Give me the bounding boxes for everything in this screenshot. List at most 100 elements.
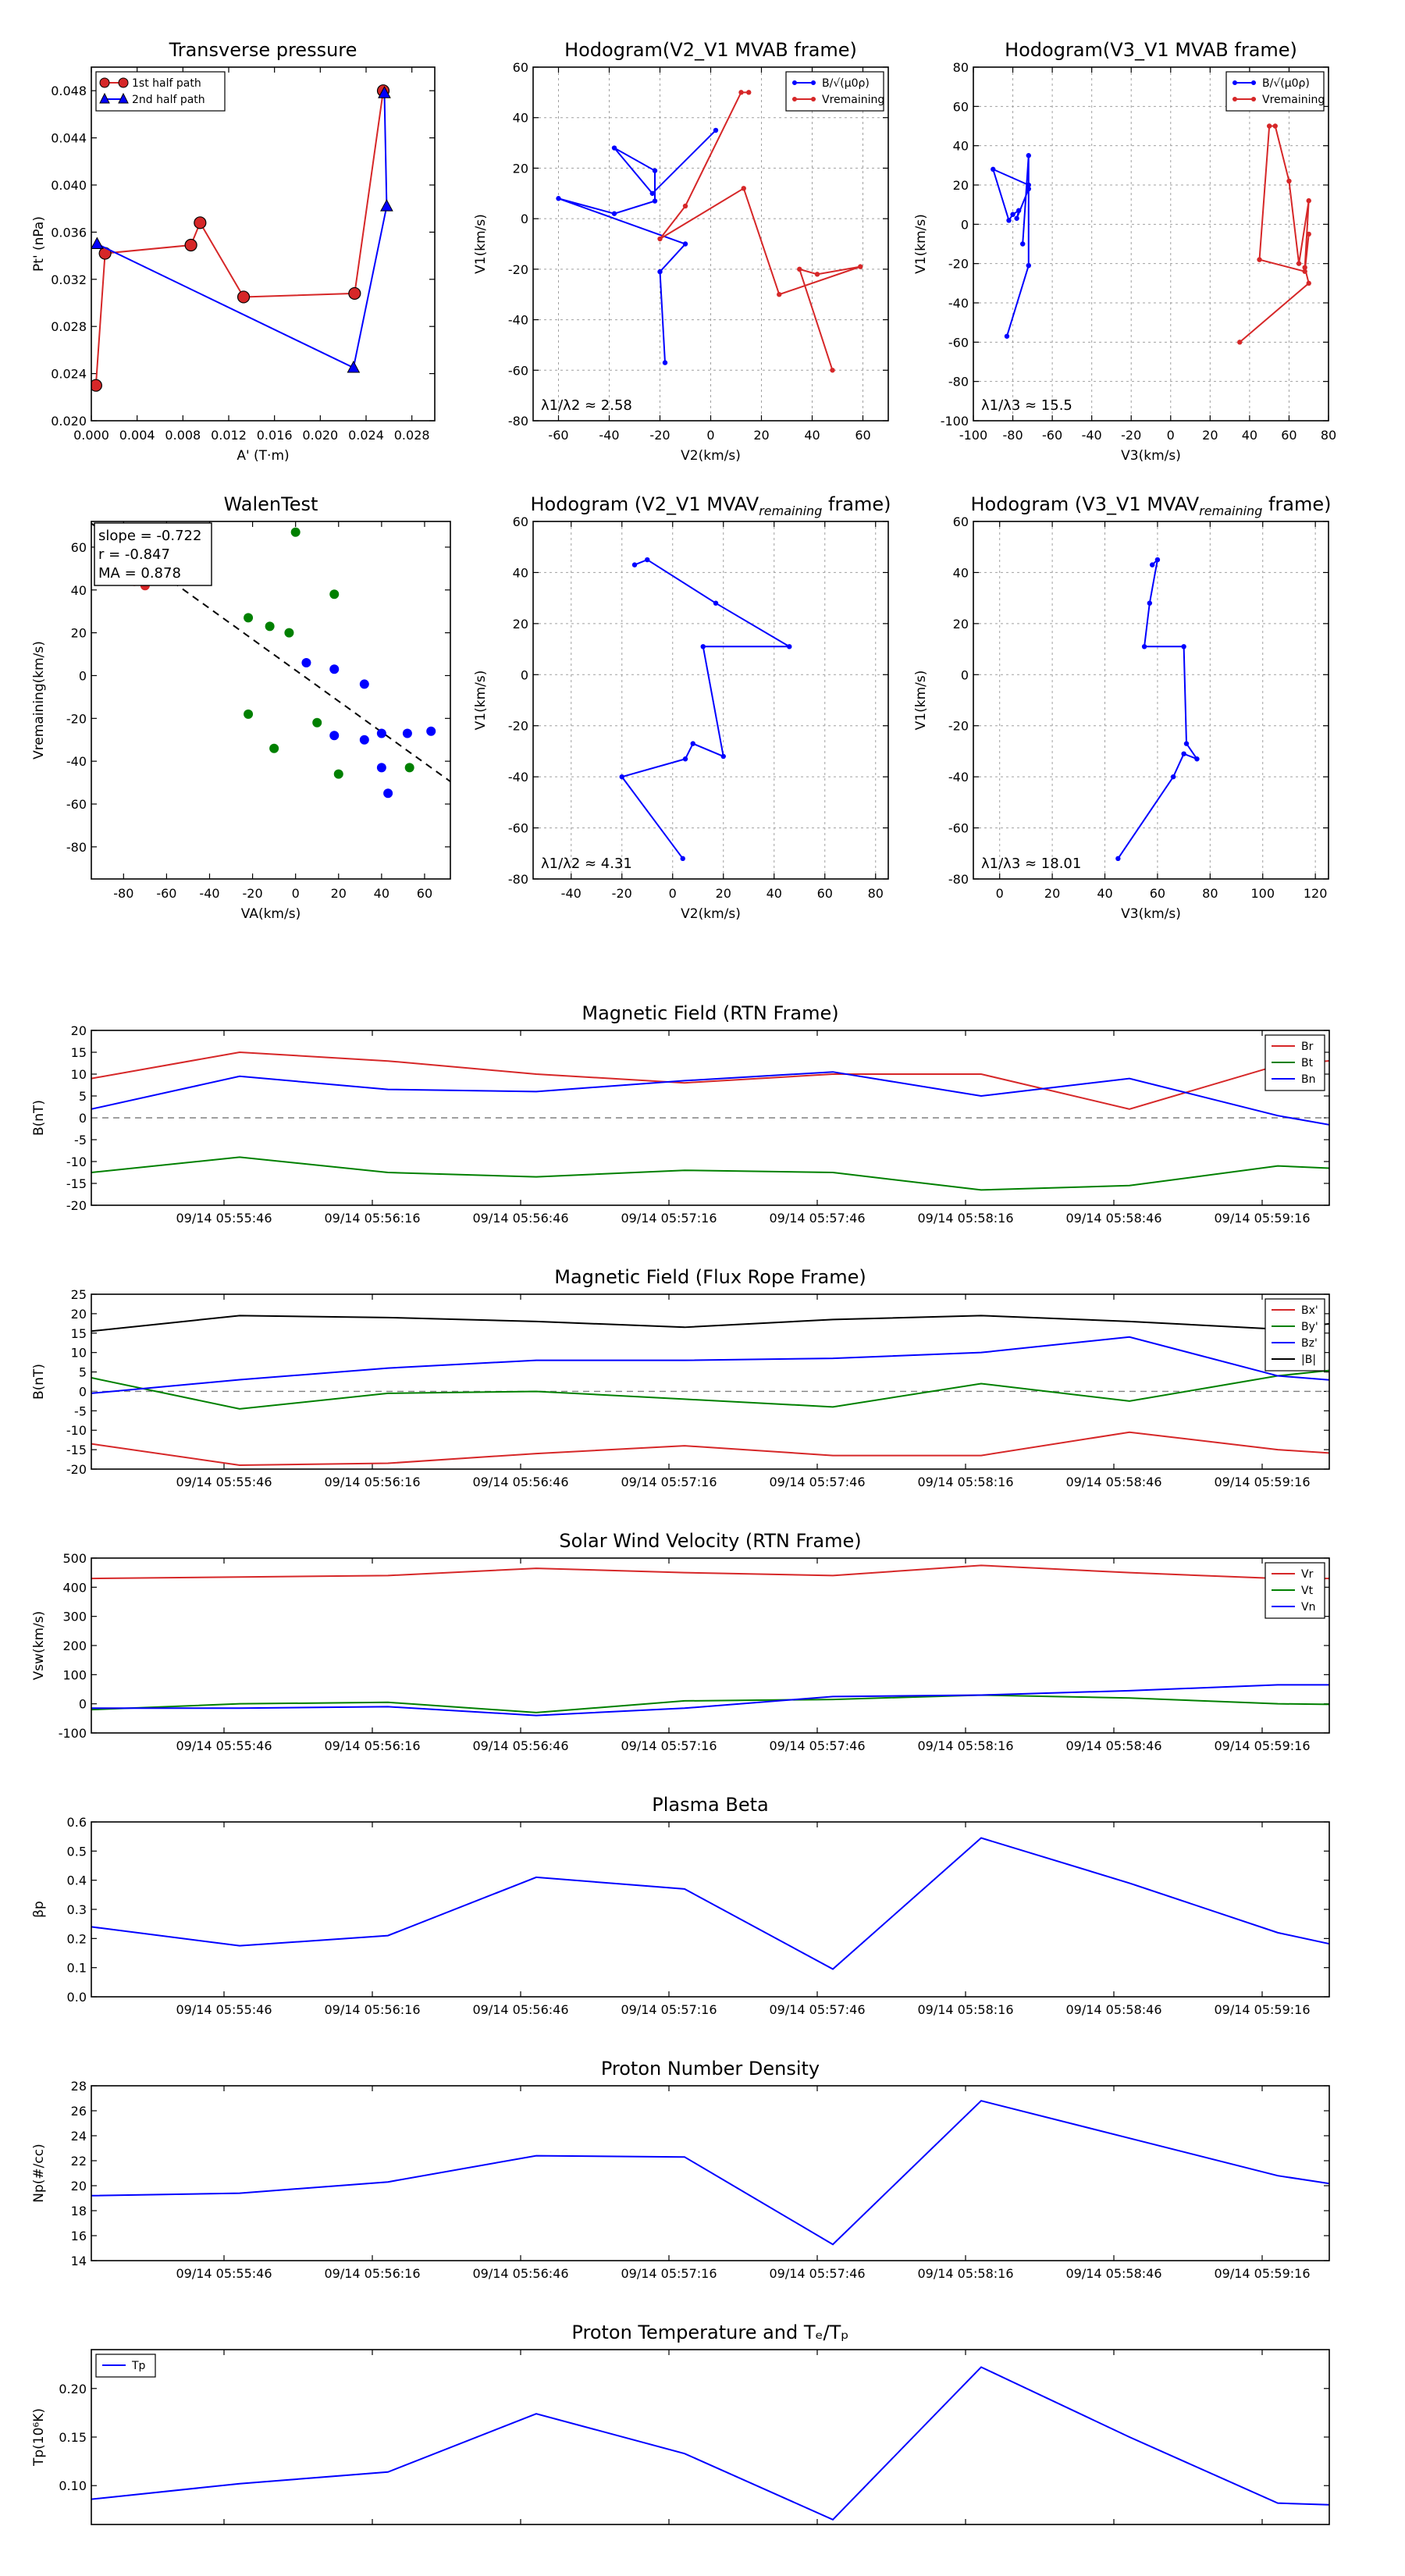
plot-frame — [91, 2349, 1330, 2525]
x-tick-label: 09/14 05:56:46 — [472, 2266, 568, 2281]
x-tick-label: 0.020 — [302, 428, 338, 443]
x-axis-label: V3(km/s) — [1121, 448, 1181, 464]
y-tick-label: 0.4 — [67, 1873, 87, 1888]
legend-marker — [118, 92, 129, 104]
x-tick-label: 20 — [1044, 886, 1060, 901]
x-tick-label: 0 — [1167, 428, 1175, 443]
legend-label: 2nd half path — [132, 94, 205, 106]
plot-frame — [91, 1293, 1330, 1470]
plot-frame — [973, 66, 1329, 422]
eigenvalue-ratio: λ1/λ3 ≈ 15.5 — [981, 397, 1072, 414]
x-tick-label: 0 — [996, 886, 1004, 901]
x-tick-label: 09/14 05:59:16 — [1214, 2266, 1310, 2281]
legend-label: Bx' — [1301, 1304, 1318, 1317]
stats-line: MA = 0.878 — [98, 565, 181, 582]
x-tick-label: 80 — [1321, 428, 1336, 443]
x-tick-label: 09/14 05:59:16 — [1214, 2002, 1310, 2017]
legend-marker — [99, 92, 110, 104]
y-axis-label: Pt' (nPa) — [31, 216, 47, 272]
x-tick-label: 80 — [868, 886, 884, 901]
x-tick-label: 0 — [669, 886, 677, 901]
x-tick-label: -80 — [1002, 428, 1023, 443]
legend: Br Bt Bn — [1264, 1034, 1325, 1091]
y-tick-label: 0.1 — [67, 1961, 87, 1976]
data-point — [611, 145, 617, 151]
x-tick-label: 60 — [1150, 886, 1165, 901]
x-tick-label: 09/14 05:58:16 — [917, 2266, 1013, 2281]
chart-title: Hodogram(V3_V1 MVAB frame) — [1005, 39, 1297, 61]
legend-label: By' — [1301, 1321, 1318, 1333]
y-tick-label: 40 — [71, 583, 87, 598]
x-tick-label: 09/14 05:56:16 — [324, 1475, 420, 1489]
y-tick-label: 5 — [79, 1365, 87, 1380]
plot-area — [556, 90, 863, 373]
y-tick-label: -20 — [948, 257, 969, 272]
stats-line: r = -0.847 — [98, 546, 170, 563]
legend-label: Vremaining — [822, 94, 884, 106]
y-axis-label: Vsw(km/s) — [31, 1611, 47, 1681]
y-tick-label: 0.028 — [51, 319, 87, 334]
chart-title: Hodogram(V2_V1 MVAB frame) — [564, 39, 857, 61]
data-point — [1306, 280, 1311, 286]
legend: B/√(μ0ρ) Vremaining — [1225, 71, 1325, 112]
scatter-point — [265, 621, 275, 632]
y-tick-label: -20 — [508, 262, 528, 277]
plot-frame — [91, 66, 436, 422]
y-axis-label: V1(km/s) — [473, 671, 489, 731]
scatter-point — [269, 743, 279, 753]
data-point — [1286, 178, 1292, 184]
x-tick-label: 09/14 05:55:46 — [176, 2002, 272, 2017]
chart-title: Plasma Beta — [652, 1794, 768, 1816]
y-tick-label: -40 — [66, 754, 87, 769]
data-point — [1237, 340, 1243, 345]
y-tick-label: 20 — [71, 1307, 87, 1322]
data-point — [1306, 231, 1311, 237]
legend-label: Tp — [131, 2360, 146, 2372]
series-line-0 — [621, 558, 792, 859]
chart-transverse_pressure: Transverse pressure 0.020 0.024 0.028 0.032 0… — [31, 39, 436, 464]
scatter-point — [402, 728, 412, 738]
data-point — [1141, 644, 1147, 649]
data-point — [1026, 186, 1031, 192]
y-tick-label: -20 — [66, 1198, 87, 1213]
data-point — [1272, 123, 1278, 129]
scatter-point — [426, 726, 436, 736]
y-tick-label: -60 — [948, 335, 969, 350]
y-tick-label: 0.15 — [59, 2430, 87, 2445]
series-line-0 — [91, 1564, 1329, 1580]
x-tick-label: 0.024 — [348, 428, 384, 443]
series-line-0 — [91, 1837, 1329, 1970]
y-tick-label: 10 — [71, 1346, 87, 1361]
chart-title: Transverse pressure — [169, 39, 357, 61]
x-tick-label: -20 — [1121, 428, 1141, 443]
x-tick-label: 09/14 05:57:16 — [621, 2266, 717, 2281]
x-tick-label: -20 — [612, 886, 632, 901]
chart-proton_temperature: Proton Temperature and Tₑ/Tₚ 0.10 0.15 0.20… — [31, 2322, 1330, 2525]
x-tick-label: 0.000 — [73, 428, 109, 443]
x-tick-label: 09/14 05:58:16 — [917, 1211, 1013, 1226]
data-point — [611, 211, 617, 216]
x-tick-label: 09/14 05:56:46 — [472, 1475, 568, 1489]
legend-marker — [792, 97, 797, 101]
x-tick-label: 09/14 05:57:16 — [621, 1475, 717, 1489]
y-tick-label: -15 — [66, 1443, 87, 1457]
legend-box — [1225, 71, 1325, 112]
data-point — [1026, 262, 1031, 269]
chart-title: Hodogram (V3_V1 MVAVremaining frame) — [970, 493, 1331, 518]
y-tick-label: 0.032 — [51, 272, 87, 287]
data-point — [777, 292, 782, 297]
data-point — [1257, 257, 1262, 262]
x-tick-label: -60 — [1042, 428, 1062, 443]
x-axis-label: V2(km/s) — [681, 906, 741, 922]
y-tick-label: 20 — [513, 161, 528, 176]
data-point — [746, 90, 752, 95]
x-tick-label: -40 — [199, 886, 219, 901]
series-line-0 — [91, 1051, 1329, 1110]
data-point — [682, 203, 688, 209]
x-tick-label: 09/14 05:55:46 — [176, 2266, 272, 2281]
x-tick-label: 60 — [817, 886, 833, 901]
data-point — [652, 198, 658, 204]
y-tick-label: -20 — [508, 719, 528, 734]
y-tick-label: -60 — [948, 821, 969, 836]
series-line-1 — [91, 1156, 1329, 1191]
